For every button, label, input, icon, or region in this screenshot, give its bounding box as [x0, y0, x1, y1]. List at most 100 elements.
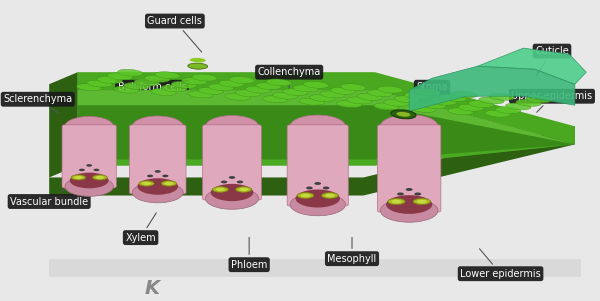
- Ellipse shape: [299, 98, 325, 105]
- Ellipse shape: [314, 182, 321, 185]
- Ellipse shape: [113, 86, 139, 93]
- FancyBboxPatch shape: [203, 125, 262, 200]
- Ellipse shape: [416, 200, 427, 203]
- Ellipse shape: [458, 104, 484, 111]
- Text: Sclerenchyma: Sclerenchyma: [3, 94, 73, 113]
- Ellipse shape: [124, 82, 149, 89]
- Ellipse shape: [310, 95, 335, 101]
- Ellipse shape: [188, 91, 214, 98]
- Polygon shape: [78, 90, 575, 166]
- Ellipse shape: [506, 103, 531, 110]
- Ellipse shape: [272, 92, 298, 99]
- Ellipse shape: [442, 95, 467, 101]
- Ellipse shape: [397, 192, 404, 196]
- Ellipse shape: [380, 199, 438, 222]
- Ellipse shape: [413, 198, 430, 205]
- Text: Bulliform cells: Bulliform cells: [118, 82, 190, 96]
- Ellipse shape: [377, 86, 403, 93]
- Ellipse shape: [323, 187, 329, 189]
- Ellipse shape: [411, 105, 436, 112]
- Ellipse shape: [367, 90, 393, 97]
- Text: Lower epidermis: Lower epidermis: [460, 249, 541, 279]
- Polygon shape: [49, 72, 78, 178]
- Ellipse shape: [340, 84, 366, 91]
- Ellipse shape: [397, 112, 410, 117]
- Ellipse shape: [262, 96, 287, 103]
- Ellipse shape: [320, 91, 345, 98]
- Ellipse shape: [293, 85, 319, 92]
- Ellipse shape: [495, 107, 521, 113]
- Ellipse shape: [134, 79, 160, 86]
- Ellipse shape: [225, 93, 250, 100]
- Ellipse shape: [65, 116, 113, 136]
- Ellipse shape: [325, 194, 335, 197]
- Polygon shape: [78, 72, 575, 166]
- Ellipse shape: [211, 184, 253, 201]
- Ellipse shape: [161, 85, 187, 92]
- Ellipse shape: [142, 182, 151, 185]
- Ellipse shape: [388, 198, 405, 205]
- Ellipse shape: [164, 182, 173, 185]
- Ellipse shape: [380, 115, 438, 138]
- Ellipse shape: [330, 87, 356, 94]
- Ellipse shape: [65, 177, 113, 196]
- Ellipse shape: [79, 169, 85, 171]
- Ellipse shape: [322, 193, 338, 198]
- Ellipse shape: [145, 75, 170, 82]
- Ellipse shape: [95, 176, 104, 179]
- Text: Stoma: Stoma: [405, 82, 448, 118]
- Ellipse shape: [469, 101, 494, 107]
- Ellipse shape: [301, 194, 311, 197]
- Ellipse shape: [245, 86, 271, 93]
- Ellipse shape: [297, 193, 314, 198]
- Ellipse shape: [386, 195, 432, 214]
- Ellipse shape: [208, 84, 234, 91]
- Ellipse shape: [406, 188, 413, 191]
- Ellipse shape: [161, 181, 176, 186]
- Ellipse shape: [391, 200, 401, 203]
- Ellipse shape: [92, 175, 107, 180]
- Ellipse shape: [290, 115, 346, 138]
- Text: Upper epidermis: Upper epidermis: [511, 91, 593, 112]
- Polygon shape: [49, 126, 575, 196]
- FancyBboxPatch shape: [287, 125, 348, 206]
- Ellipse shape: [415, 88, 440, 95]
- Ellipse shape: [172, 81, 197, 88]
- Ellipse shape: [448, 108, 473, 115]
- Ellipse shape: [404, 92, 430, 99]
- Text: Cuticle: Cuticle: [535, 46, 569, 76]
- Ellipse shape: [479, 97, 504, 104]
- Text: Guard cells: Guard cells: [148, 16, 202, 52]
- Ellipse shape: [74, 176, 83, 179]
- Polygon shape: [78, 90, 575, 144]
- Polygon shape: [478, 48, 586, 84]
- Ellipse shape: [296, 190, 340, 207]
- Ellipse shape: [266, 79, 292, 86]
- Ellipse shape: [155, 72, 180, 79]
- Ellipse shape: [219, 80, 244, 87]
- Ellipse shape: [337, 101, 362, 107]
- Text: Collenchyma: Collenchyma: [257, 67, 321, 94]
- FancyBboxPatch shape: [62, 125, 116, 188]
- Ellipse shape: [76, 84, 102, 91]
- Ellipse shape: [256, 82, 281, 89]
- Ellipse shape: [374, 103, 399, 110]
- Ellipse shape: [215, 188, 225, 191]
- Ellipse shape: [70, 172, 109, 188]
- Ellipse shape: [155, 170, 161, 173]
- Text: Xylem: Xylem: [125, 213, 156, 243]
- Ellipse shape: [87, 80, 112, 87]
- Ellipse shape: [526, 96, 551, 103]
- Ellipse shape: [415, 192, 421, 196]
- Ellipse shape: [118, 69, 143, 76]
- Ellipse shape: [237, 181, 243, 183]
- Ellipse shape: [229, 176, 235, 179]
- Ellipse shape: [198, 87, 224, 94]
- Ellipse shape: [163, 175, 169, 177]
- Ellipse shape: [304, 81, 329, 88]
- Ellipse shape: [182, 78, 207, 85]
- Ellipse shape: [205, 116, 259, 137]
- Ellipse shape: [212, 187, 229, 192]
- Ellipse shape: [236, 187, 251, 192]
- Ellipse shape: [357, 93, 382, 100]
